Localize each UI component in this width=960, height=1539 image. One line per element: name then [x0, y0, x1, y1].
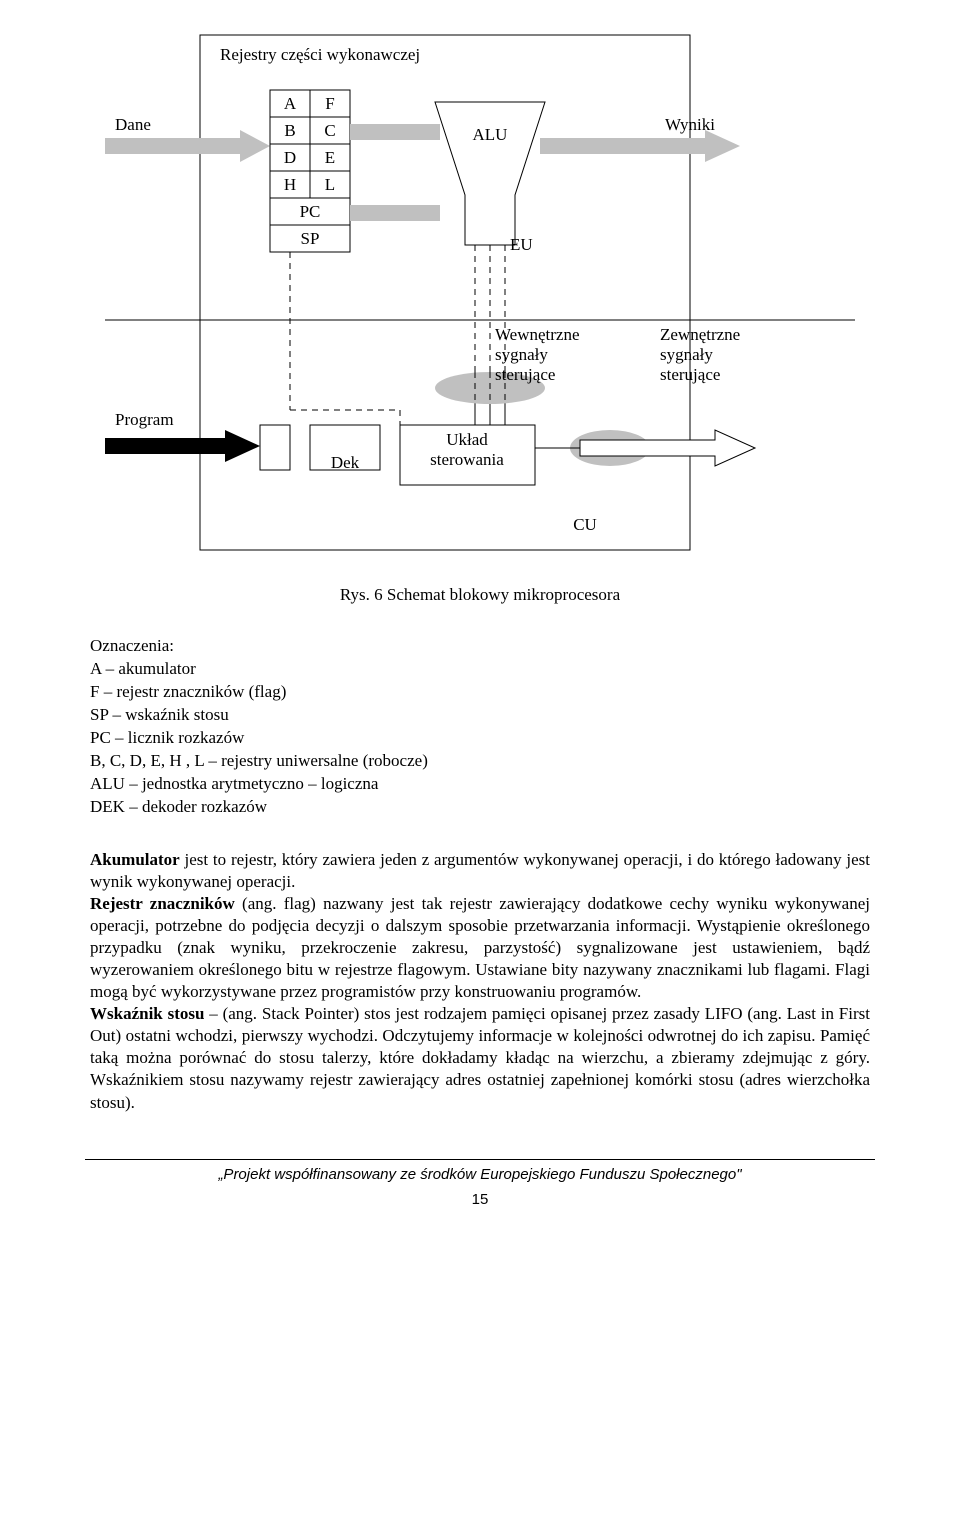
body-text: Akumulator jest to rejestr, który zawier… [0, 849, 960, 1114]
svg-text:SP: SP [301, 229, 320, 248]
svg-text:sterowania: sterowania [430, 450, 504, 469]
svg-text:A: A [284, 94, 297, 113]
svg-text:F: F [325, 94, 334, 113]
label-wewn-2: sygnały [495, 345, 548, 364]
term-akumulator: Akumulator [90, 850, 180, 869]
term-rejestr-znacznikow: Rejestr znaczników [90, 894, 235, 913]
diagram-title: Rejestry części wykonawczej [220, 45, 420, 64]
svg-text:Układ: Układ [446, 430, 488, 449]
block-diagram: Rejestry części wykonawczej Dane Wyniki … [0, 0, 960, 565]
legend-item: SP – wskaźnik stosu [90, 704, 870, 727]
figure-caption: Rys. 6 Schemat blokowy mikroprocesora [0, 585, 960, 605]
label-zewn-1: Zewnętrzne [660, 325, 740, 344]
label-wyniki: Wyniki [665, 115, 715, 134]
label-dane: Dane [115, 115, 151, 134]
label-wewn-1: Wewnętrzne [495, 325, 580, 344]
legend-item: ALU – jednostka arytmetyczno – logiczna [90, 773, 870, 796]
arrow-dane [105, 130, 270, 162]
page-number: 15 [0, 1191, 960, 1208]
label-eu: EU [510, 235, 533, 254]
legend: Oznaczenia: A – akumulator F – rejestr z… [0, 635, 960, 819]
svg-text:H: H [284, 175, 296, 194]
legend-item: F – rejestr znaczników (flag) [90, 681, 870, 704]
label-zewn-3: sterujące [660, 365, 720, 384]
footer-text: „Projekt współfinansowany ze środków Eur… [85, 1159, 875, 1183]
label-program: Program [115, 410, 174, 429]
legend-item: B, C, D, E, H , L – rejestry uniwersalne… [90, 750, 870, 773]
svg-text:E: E [325, 148, 335, 167]
svg-text:D: D [284, 148, 296, 167]
svg-text:L: L [325, 175, 335, 194]
register-table: A F B C D E H L PC SP [270, 90, 350, 252]
label-zewn-2: sygnały [660, 345, 713, 364]
legend-item: PC – licznik rozkazów [90, 727, 870, 750]
svg-text:B: B [284, 121, 295, 140]
svg-text:ALU: ALU [473, 125, 508, 144]
label-wewn-3: sterujące [495, 365, 555, 384]
svg-text:C: C [324, 121, 335, 140]
svg-text:PC: PC [300, 202, 321, 221]
legend-heading: Oznaczenia: [90, 635, 870, 658]
svg-text:Dek: Dek [331, 453, 360, 472]
legend-item: DEK – dekoder rozkazów [90, 796, 870, 819]
label-cu: CU [573, 515, 597, 534]
term-wskaznik-stosu: Wskaźnik stosu [90, 1004, 204, 1023]
legend-item: A – akumulator [90, 658, 870, 681]
